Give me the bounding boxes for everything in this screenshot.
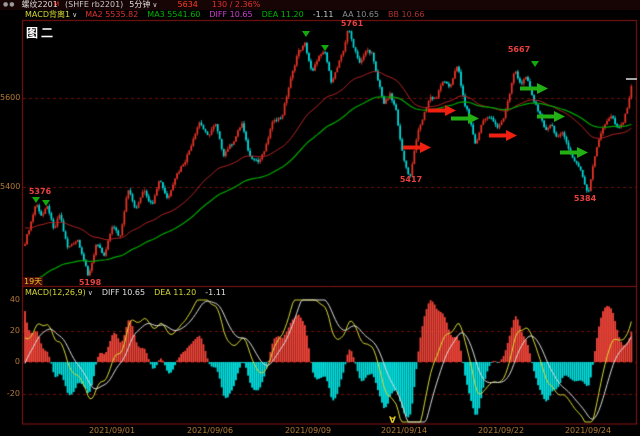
swing-price-label: 5761 [340,19,364,28]
chevron-down-icon: ∨ [72,11,78,19]
swing-price-label: 5417 [399,175,423,184]
instrument-code: (SHFE rb2201) [65,0,124,9]
macd-name: MACD(12,26,9) [25,288,86,297]
red-signal-arrow-icon [403,138,431,157]
macd-axis-label: 0 [14,357,20,366]
date-axis-label: 2021/09/06 [186,426,234,435]
red-signal-arrow-icon [489,126,517,145]
green-signal-arrow-icon [451,109,479,128]
indicator-values: MA2 5535.82 MA3 5541.60 DIFF 10.65 DEA 11.2… [85,10,433,20]
price-change: 130 / 2.36% [211,0,261,9]
macd-axis-label: -20 [6,388,20,398]
indicator-value: MA3 5541.60 [147,10,201,19]
indicator-dropdown[interactable]: MACD背离1 ∨ [25,10,77,20]
green-signal-arrow-icon [560,143,588,162]
connection-dots-icon: ●● [3,1,16,8]
chevron-down-icon: ∨ [87,289,93,297]
sell-marker-icon [302,31,310,37]
indicator-value: DIFF 10.65 [209,10,253,19]
header-bar: ●● 螺纹2201M (SHFE rb2201) 5分钟 ∨ 5634 130 /… [0,0,640,10]
sell-marker-icon [531,61,539,67]
date-axis-label: 2021/09/24 [564,426,612,435]
current-price-tick [626,78,637,80]
date-axis-label: 2021/09/22 [477,426,525,435]
figure-label: 图二 [26,26,57,40]
indicator-value: -1.11 [205,288,226,297]
date-axis-label: 2021/09/09 [284,426,332,435]
indicator-value: -1.11 [312,10,334,19]
indicator-value: AA 10.65 [342,10,380,19]
timeframe-label: 5分钟 [129,0,151,9]
indicator-value: DEA 11.20 [261,10,304,19]
swing-price-label: 5384 [573,194,597,203]
days-badge: 19天 [23,277,44,286]
date-axis-label: 2021/09/14 [380,426,428,435]
main-contract-flag: M [53,1,60,8]
macd-axis-label: 40 [9,295,20,304]
swing-price-label: 5198 [78,278,102,287]
macd-axis-label: 20 [9,325,20,335]
sell-marker-icon [321,45,329,51]
swing-price-label: 5376 [28,187,52,196]
macd-values: DIFF 10.65 DEA 11.20 -1.11 [102,288,235,297]
indicator-bar: MACD背离1 ∨ MA2 5535.82 MA3 5541.60 DIFF 10.6… [25,10,433,20]
instrument-name: 螺纹2201 [21,0,58,9]
macd-dropdown[interactable]: MACD(12,26,9) ∨ [25,288,93,297]
green-signal-arrow-icon [537,107,565,126]
last-price: 5634 [177,0,198,9]
bottom-marker-icon: ∀ [389,416,396,426]
date-axis-label: 2021/09/01 [88,426,136,435]
indicator-name: MACD背离1 [25,10,71,19]
red-signal-arrow-icon [428,101,456,120]
indicator-value: DIFF 10.65 [101,288,146,297]
indicator-value: BB 10.66 [388,10,425,19]
price-axis-label: 5600 [0,93,21,102]
green-signal-arrow-icon [520,79,548,98]
price-axis-label: 5400 [0,182,21,192]
timeframe-dropdown[interactable]: 5分钟 ∨ [129,0,157,10]
swing-price-label: 5667 [507,45,531,54]
chevron-down-icon: ∨ [152,1,158,9]
macd-indicator-bar: MACD(12,26,9) ∨ DIFF 10.65 DEA 11.20 -1.11 [25,288,235,297]
instrument-title[interactable]: 螺纹2201M [21,0,59,10]
sell-marker-icon [32,197,40,203]
indicator-value: MA2 5535.82 [85,10,139,19]
sell-marker-icon [42,200,50,206]
indicator-value: DEA 11.20 [154,288,197,297]
